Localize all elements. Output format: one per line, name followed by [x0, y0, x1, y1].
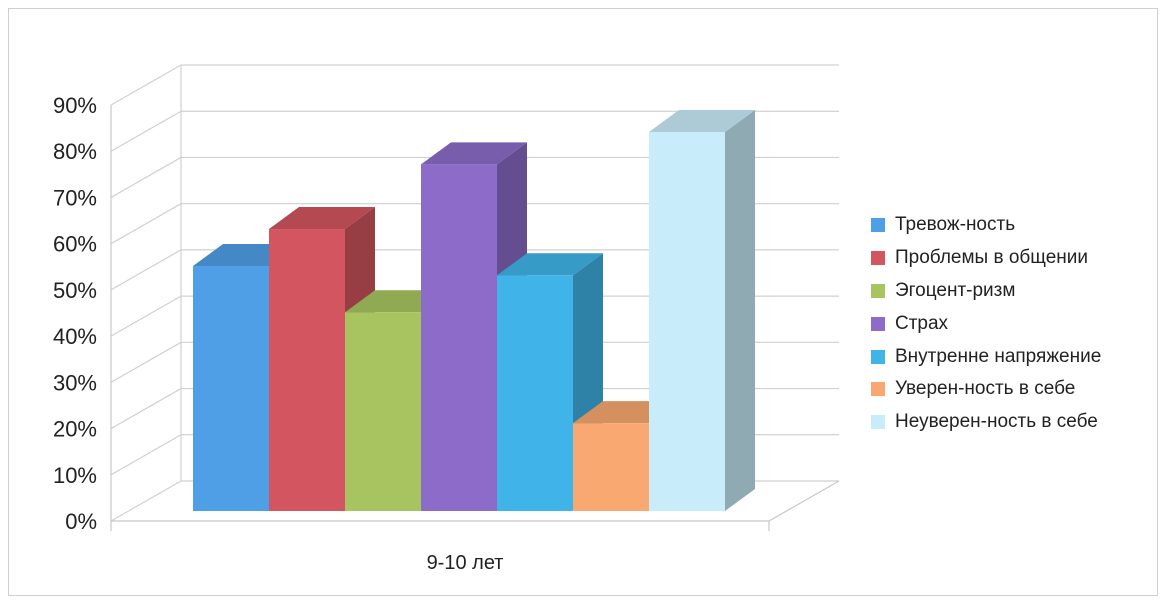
side-gridline	[110, 203, 182, 245]
bar-top-face	[269, 207, 375, 230]
legend-item: Тревож-ность	[871, 209, 1101, 242]
y-tick-label: 30%	[53, 370, 97, 395]
floor-side-edge	[768, 480, 840, 522]
legend-item: Эгоцент-ризм	[871, 275, 1101, 308]
bar-top-face	[649, 109, 755, 132]
y-axis: 0% 10% 20% 30% 40% 50% 60% 70% 80% 90%	[53, 93, 840, 534]
legend-swatch	[871, 218, 885, 233]
y-tick-label: 50%	[53, 278, 97, 303]
legend-swatch	[871, 251, 885, 266]
y-tick-label: 10%	[53, 463, 97, 488]
bar-front-face	[193, 266, 269, 511]
bar-front-face	[573, 423, 649, 511]
side-gridline	[110, 110, 182, 152]
y-tick-label: 40%	[53, 324, 97, 349]
y-tick-label: 70%	[53, 185, 97, 210]
legend-item: Неуверен-ность в себе	[871, 406, 1101, 439]
legend-swatch	[871, 349, 885, 364]
bar-front-face	[649, 131, 725, 511]
chart-frame: 0% 10% 20% 30% 40% 50% 60% 70% 80% 90% 9-10 лет Т…	[8, 8, 1158, 596]
legend-swatch	[871, 415, 885, 430]
legend-item: Проблемы в общении	[871, 242, 1101, 275]
side-gridline	[110, 249, 182, 291]
legend-swatch	[871, 316, 885, 331]
legend-swatch	[871, 283, 885, 298]
side-gridline	[110, 480, 182, 522]
y-tick-label: 60%	[53, 232, 97, 257]
legend: Тревож-ность Проблемы в общении Эгоцент-ри…	[871, 209, 1101, 439]
legend-label: Неуверен-ность в себе	[895, 411, 1098, 433]
side-gridline	[110, 156, 182, 198]
bar-side-face	[725, 109, 755, 511]
bar-front-face	[421, 164, 497, 512]
legend-item: Страх	[871, 307, 1101, 340]
bar	[421, 142, 527, 512]
legend-swatch	[871, 382, 885, 397]
y-tick-label: 80%	[53, 139, 97, 164]
side-gridline	[110, 388, 182, 430]
bar-top-face	[497, 253, 603, 276]
legend-item: Уверен-ность в себе	[871, 373, 1101, 406]
legend-item: Внутренне напряжение	[871, 340, 1101, 373]
legend-label: Тревож-ность	[895, 214, 1016, 236]
bar-front-face	[269, 229, 345, 512]
x-axis: 9-10 лет	[427, 552, 504, 574]
y-tick-label: 0%	[65, 509, 97, 534]
legend-label: Эгоцент-ризм	[895, 279, 1016, 301]
legend-label: Проблемы в общении	[895, 247, 1088, 269]
legend-label: Уверен-ность в себе	[895, 378, 1076, 400]
side-gridline	[110, 341, 182, 383]
y-tick-label: 90%	[53, 93, 97, 118]
legend-label: Внутренне напряжение	[895, 345, 1102, 367]
side-gridline	[110, 295, 182, 337]
bar-chart: 0% 10% 20% 30% 40% 50% 60% 70% 80% 90% 9-10 лет	[53, 64, 840, 574]
y-tick-label: 20%	[53, 417, 97, 442]
side-gridline	[110, 64, 182, 106]
bar-front-face	[345, 312, 421, 511]
side-gridline	[110, 434, 182, 476]
bars	[193, 109, 755, 512]
legend-label: Страх	[895, 312, 949, 334]
x-tick-label: 9-10 лет	[427, 552, 504, 574]
bar	[649, 109, 755, 511]
bar-top-face	[421, 142, 527, 165]
bar-front-face	[497, 275, 573, 511]
